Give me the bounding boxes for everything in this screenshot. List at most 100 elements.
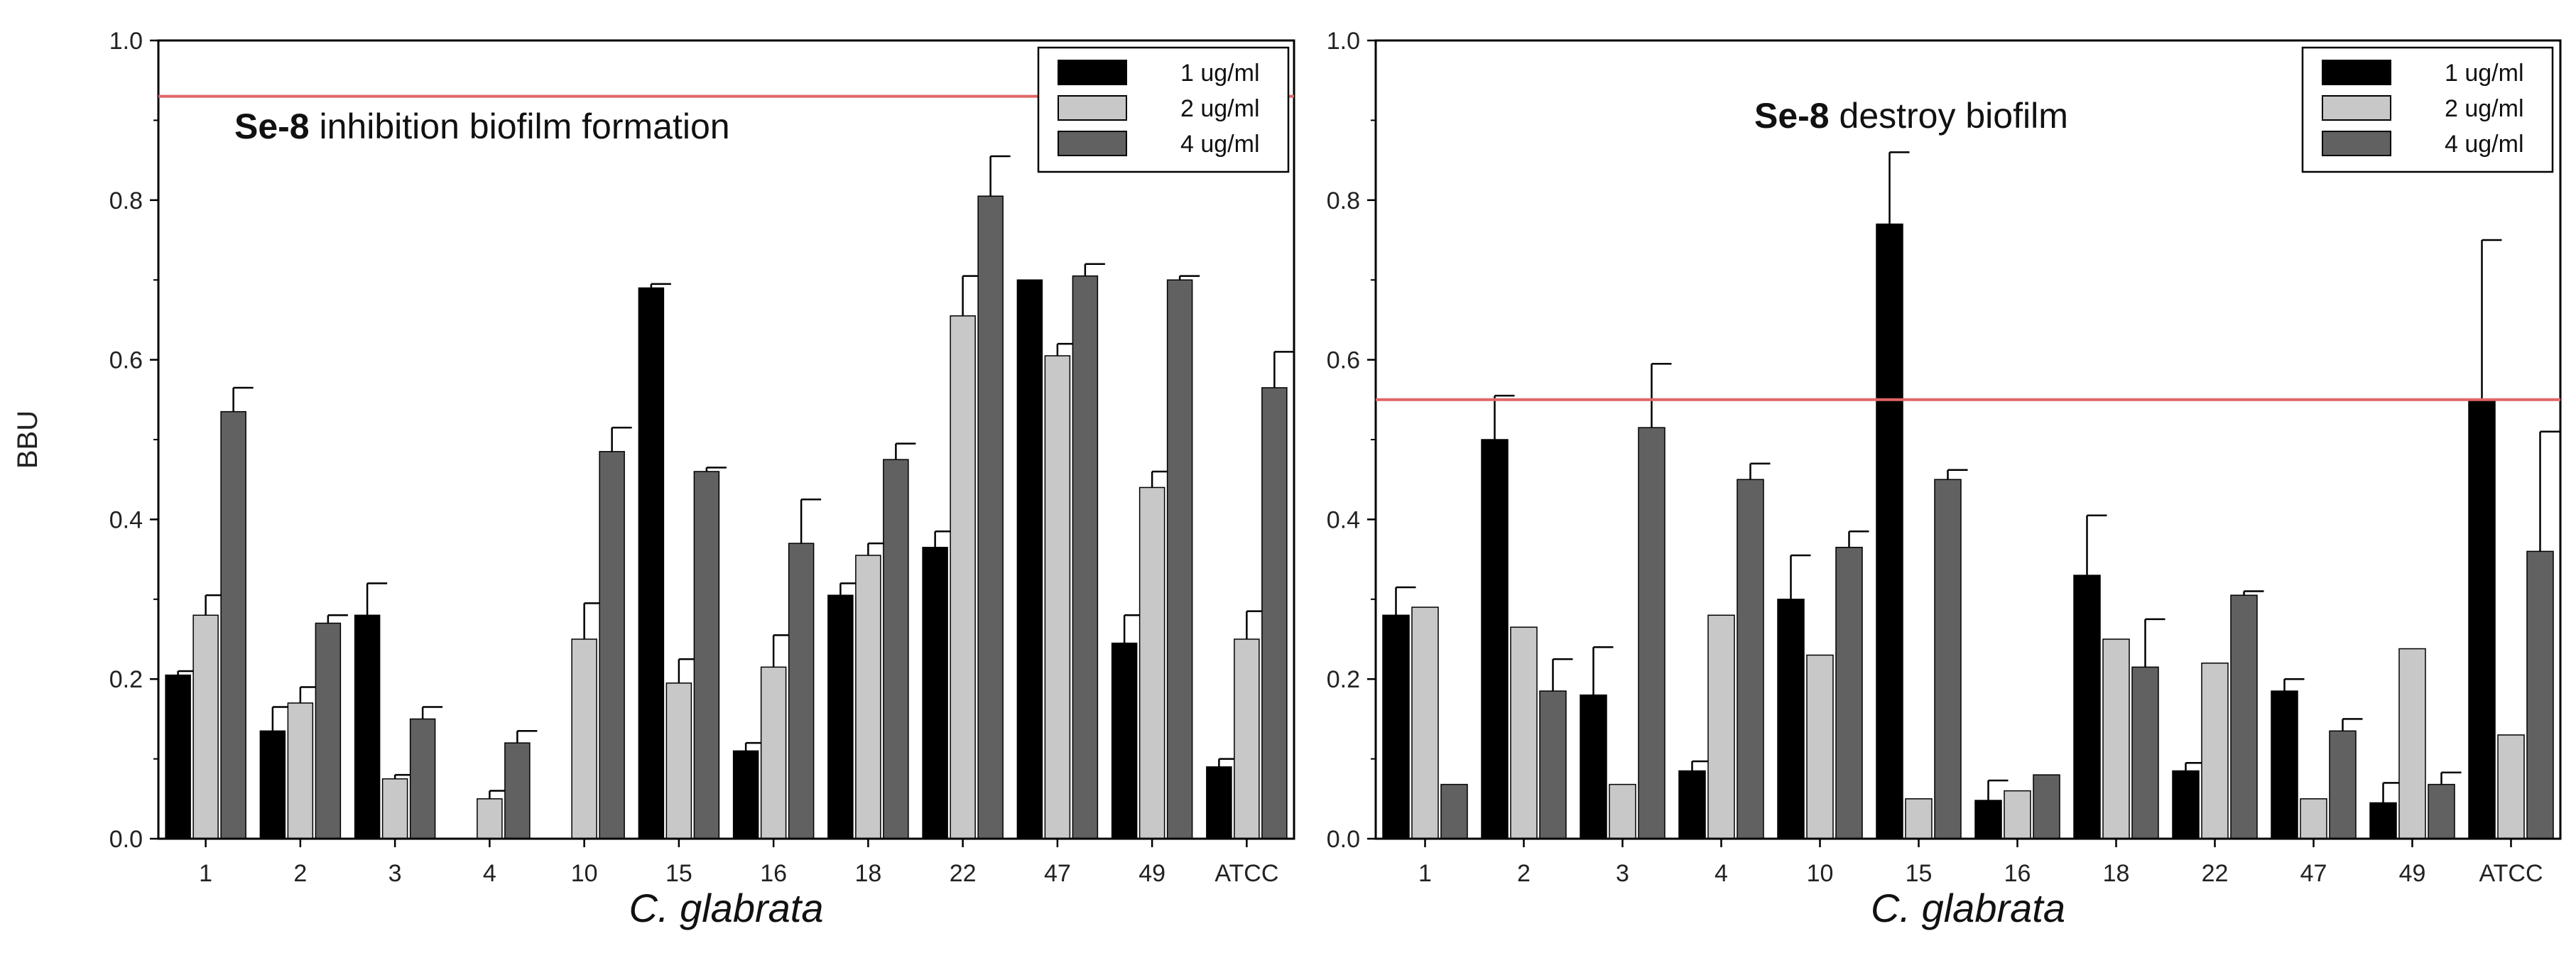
legend-swatch xyxy=(1058,131,1127,156)
x-tick-label: 18 xyxy=(854,860,881,887)
bar xyxy=(883,459,909,839)
bar xyxy=(2201,662,2229,839)
x-tick-label: 16 xyxy=(760,860,787,887)
bar xyxy=(1481,439,1509,839)
bar xyxy=(760,666,787,839)
bar xyxy=(950,315,976,839)
bar xyxy=(315,622,342,839)
bar xyxy=(2428,783,2455,839)
bar xyxy=(1777,599,1805,839)
bar xyxy=(732,750,759,839)
bar xyxy=(1044,355,1071,839)
legend-swatch xyxy=(2322,60,2391,85)
x-tick-label: 22 xyxy=(950,860,977,887)
bar xyxy=(477,798,503,839)
bar xyxy=(2172,770,2200,839)
bar xyxy=(571,638,597,839)
legend-label: 2 ug/ml xyxy=(1180,95,1260,122)
bar xyxy=(855,555,881,839)
series-1 xyxy=(165,279,1239,839)
y-tick-label: 0.0 xyxy=(1327,826,1360,853)
annotation-bold: Se-8 xyxy=(1754,96,1830,136)
bar xyxy=(922,546,948,839)
bar xyxy=(1234,638,1260,839)
x-tick-label: 22 xyxy=(2202,860,2229,887)
bar xyxy=(259,730,286,839)
bar xyxy=(1382,614,1410,839)
bar xyxy=(1111,642,1138,839)
bar xyxy=(1166,279,1193,839)
bar xyxy=(1510,626,1538,839)
bar xyxy=(1737,479,1764,839)
chart-panel-2: 0.0 0.2 0.4 0.6 0.8 1.0 1 2 3 4 10 15 16 18 22 47 49 ATCC… xyxy=(1327,28,2562,930)
bar xyxy=(2468,399,2496,839)
chart-annotation: Se-8 inhibition biofilm formation xyxy=(234,107,730,146)
y-tick-label: 1.0 xyxy=(1327,28,1360,55)
bar xyxy=(1905,798,1933,839)
x-tick-label: 18 xyxy=(2103,860,2130,887)
x-tick-label: 15 xyxy=(665,860,692,887)
y-tick-label: 1.0 xyxy=(109,28,143,55)
x-tick-label: 3 xyxy=(1616,860,1629,887)
y-axis-title: BBU xyxy=(12,410,43,469)
bar xyxy=(354,614,381,839)
bar xyxy=(977,195,1004,839)
x-tick-label: 10 xyxy=(571,860,598,887)
x-tick-label: 3 xyxy=(388,860,402,887)
bar xyxy=(2398,648,2426,839)
bar xyxy=(599,451,625,839)
bar xyxy=(2033,774,2060,839)
y-tick-label: 0.8 xyxy=(109,187,143,214)
bar xyxy=(409,718,436,839)
bar xyxy=(1580,694,1607,839)
x-axis-title: C. glabrata xyxy=(629,886,824,930)
bar xyxy=(1638,427,1665,839)
bar xyxy=(1934,479,1962,839)
legend-label: 4 ug/ml xyxy=(2445,131,2524,158)
bar xyxy=(1072,275,1099,839)
bar xyxy=(1609,783,1636,839)
legend-label: 4 ug/ml xyxy=(1180,131,1260,158)
bar xyxy=(2300,798,2327,839)
bar xyxy=(1707,614,1735,839)
x-tick-label: ATCC xyxy=(2479,860,2543,887)
bar xyxy=(693,471,720,839)
legend-swatch xyxy=(1058,95,1127,121)
y-tick-label: 0.2 xyxy=(109,666,143,693)
bar xyxy=(1835,546,1863,839)
x-tick-label: 15 xyxy=(1906,860,1933,887)
bar xyxy=(1876,223,1903,839)
chart-panel-1: 0.0 0.2 0.4 0.6 0.8 1.0 1 2 3 4 10 15 16 18 22 47 49 ATCC… xyxy=(12,28,1295,930)
bar xyxy=(665,682,692,839)
bar xyxy=(1539,690,1567,839)
bar xyxy=(827,594,854,839)
legend-swatch xyxy=(2322,95,2391,121)
bar xyxy=(2369,802,2397,839)
x-tick-label: 2 xyxy=(1517,860,1531,887)
series-2 xyxy=(192,275,1267,839)
y-tick-label: 0.6 xyxy=(109,347,143,374)
y-tick-label: 0.6 xyxy=(1327,347,1360,374)
bar xyxy=(1440,783,1468,839)
bar xyxy=(788,543,815,839)
y-tick-label: 0.2 xyxy=(1327,666,1360,693)
x-tick-label: ATCC xyxy=(1214,860,1278,887)
bar xyxy=(2230,594,2258,839)
x-axis-title: C. glabrata xyxy=(1871,886,2065,930)
x-tick-label: 49 xyxy=(2399,860,2426,887)
bar xyxy=(2102,638,2130,839)
x-tick-label: 1 xyxy=(1418,860,1432,887)
y-tick-label: 0.0 xyxy=(109,826,143,853)
bar xyxy=(192,614,219,839)
bar xyxy=(287,702,314,839)
annotation-text: destroy biofilm xyxy=(1830,96,2068,136)
bar xyxy=(381,778,408,839)
bar xyxy=(638,287,665,839)
bar xyxy=(2271,690,2298,839)
bar xyxy=(1974,800,2002,839)
series-3 xyxy=(220,155,1295,839)
x-tick-label: 16 xyxy=(2004,860,2031,887)
x-tick-label: 49 xyxy=(1138,860,1165,887)
x-tick-label: 1 xyxy=(199,860,212,887)
bar xyxy=(504,742,531,839)
